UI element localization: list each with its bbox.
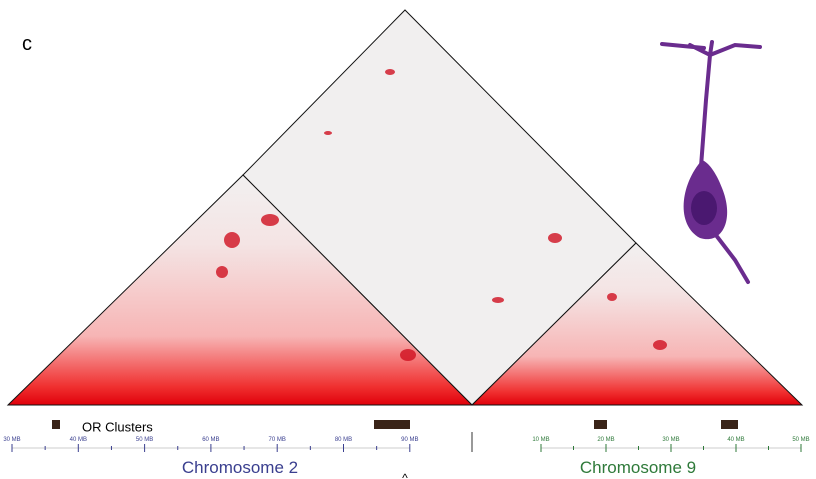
tick-label: 30 MB [662, 437, 679, 443]
chr9-axis: 10 MB 20 MB 30 MB 40 MB 50 MB [532, 437, 810, 452]
neuron-nucleus [691, 191, 717, 225]
tick-label: 70 MB [269, 437, 286, 443]
chromosome-name: Chromosome 9 [580, 458, 696, 477]
hotspots [216, 69, 667, 361]
tick-label: 20 MB [597, 437, 614, 443]
chr2-axis: 30 MB 40 MB 50 MB 60 MB 70 MB 80 MB 90 MB [3, 437, 418, 452]
tick-label: 50 MB [792, 437, 809, 443]
track-label: OR Clusters [82, 419, 153, 434]
tick-label: 60 MB [202, 437, 219, 443]
tick-label: 40 MB [727, 437, 744, 443]
chr2-map [6, 174, 474, 406]
footer-mark: ^ [402, 471, 408, 479]
tick-label: 10 MB [532, 437, 549, 443]
panel-label: c [22, 33, 32, 55]
tick-label: 90 MB [401, 437, 418, 443]
chromosome-name: Chromosome 2 [182, 458, 298, 477]
tick-label: 50 MB [136, 437, 153, 443]
or-clusters [52, 420, 738, 429]
chr9-map [470, 242, 804, 406]
neuron-icon [660, 40, 762, 284]
tick-label: 30 MB [3, 437, 20, 443]
tick-label: 80 MB [335, 437, 352, 443]
tick-label: 40 MB [70, 437, 87, 443]
